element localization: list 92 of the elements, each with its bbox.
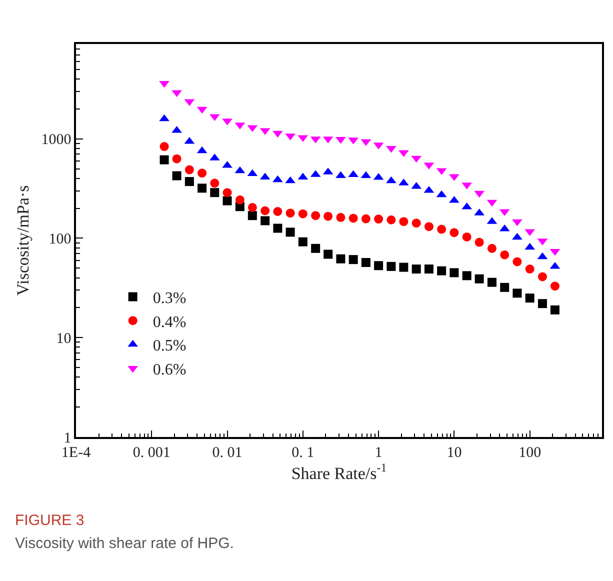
point — [285, 176, 296, 184]
point — [248, 202, 257, 212]
point — [248, 211, 257, 220]
point — [487, 244, 496, 253]
point — [172, 90, 182, 98]
text: Viscosity with shear rate of HPG. — [15, 535, 234, 552]
point — [386, 262, 396, 271]
point — [500, 250, 510, 260]
point — [487, 278, 496, 287]
x-tick-label: 0. 01 — [212, 444, 242, 461]
point — [525, 264, 534, 274]
point — [538, 272, 547, 282]
point — [512, 232, 522, 240]
point — [324, 250, 333, 259]
point — [298, 237, 308, 246]
point — [361, 258, 370, 267]
x-tick-label: 100 — [518, 444, 542, 461]
point — [273, 224, 282, 233]
point — [474, 238, 484, 247]
point — [512, 257, 522, 266]
point — [474, 274, 484, 284]
point — [450, 268, 459, 278]
point — [399, 262, 408, 272]
point — [550, 305, 560, 314]
point — [160, 155, 169, 164]
point — [361, 214, 370, 224]
point — [222, 188, 232, 198]
point — [298, 209, 308, 218]
legend-label: 0.4% — [152, 314, 186, 331]
y-tick-label: 1000 — [41, 132, 72, 148]
point — [424, 264, 434, 274]
point — [538, 299, 547, 308]
x-tick-label: 1 — [374, 444, 382, 461]
point — [336, 136, 346, 144]
point — [336, 171, 346, 178]
point — [184, 177, 194, 186]
point — [172, 154, 182, 164]
point — [160, 142, 169, 152]
point — [462, 232, 472, 242]
point — [286, 228, 295, 237]
y-axis-title: Viscosity/mPa·s — [13, 185, 32, 296]
y-tick-label: 1 — [64, 430, 72, 446]
legend-label: 0.3% — [152, 290, 186, 308]
y-tick-label: 100 — [48, 231, 72, 248]
point — [159, 114, 170, 122]
x-tick-label: 1E-4 — [61, 444, 92, 461]
point — [311, 211, 320, 220]
point — [311, 244, 320, 253]
point — [399, 217, 408, 226]
point — [412, 264, 421, 274]
point — [348, 214, 358, 223]
point — [235, 195, 244, 204]
x-tick-label: 0. 1 — [292, 444, 314, 461]
y-tick-label: 10 — [56, 330, 72, 347]
point — [437, 266, 446, 276]
point — [273, 206, 282, 216]
point — [198, 168, 207, 178]
point — [437, 224, 446, 234]
point — [386, 215, 396, 224]
point — [462, 271, 472, 280]
text: FIGURE 3 — [15, 512, 84, 529]
point — [374, 261, 384, 270]
point — [386, 176, 396, 184]
x-axis-title: Share Rate/s$^{-1}$ — [291, 460, 387, 483]
point — [324, 212, 333, 221]
point — [450, 228, 459, 238]
point — [159, 80, 170, 88]
point — [184, 165, 194, 174]
point — [424, 222, 434, 232]
point — [374, 214, 384, 224]
point — [210, 178, 220, 188]
point — [512, 288, 522, 298]
point — [512, 219, 522, 226]
point — [525, 294, 534, 303]
point — [336, 212, 346, 222]
point — [500, 282, 510, 292]
point — [198, 184, 207, 193]
legend-label: 0.5% — [152, 338, 186, 355]
point — [336, 254, 346, 264]
point — [172, 171, 182, 180]
point — [412, 218, 421, 228]
legend-label: 0.6% — [152, 361, 186, 378]
point — [260, 216, 270, 226]
point — [386, 146, 396, 153]
point — [286, 208, 295, 218]
point — [260, 206, 270, 216]
point — [550, 282, 560, 291]
x-tick-label: 0. 001 — [132, 444, 170, 461]
point — [348, 255, 358, 264]
x-tick-label: 10 — [446, 444, 462, 461]
point — [222, 196, 232, 206]
point — [210, 188, 220, 198]
